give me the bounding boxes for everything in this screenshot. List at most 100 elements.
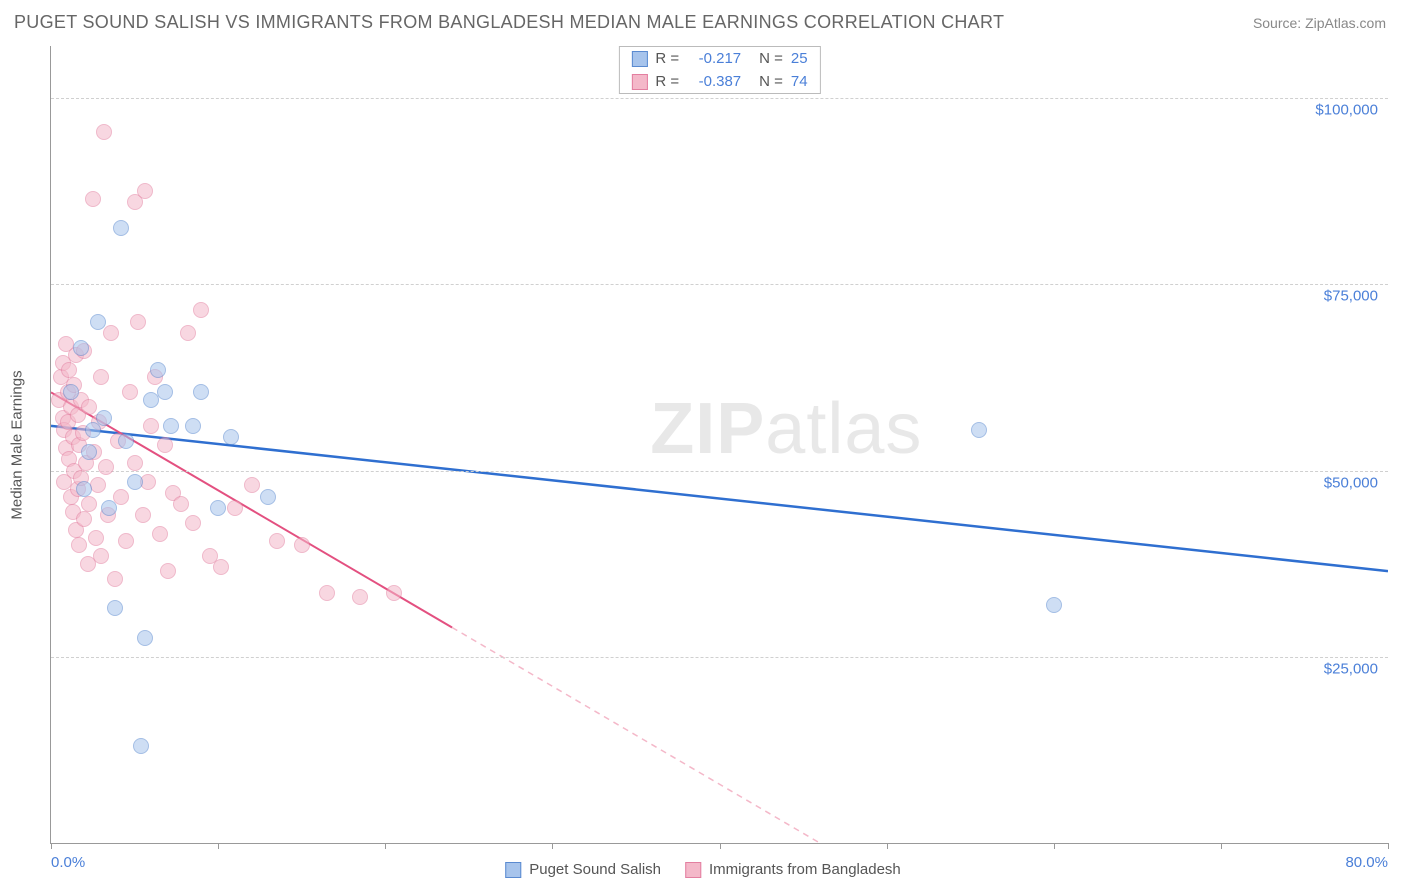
scatter-point [73,340,89,356]
scatter-point [81,496,97,512]
scatter-point [76,481,92,497]
scatter-point [85,191,101,207]
x-tick [1388,843,1389,849]
series-legend: Puget Sound Salish Immigrants from Bangla… [505,861,901,878]
legend-r-value: -0.387 [687,73,741,90]
scatter-point [160,563,176,579]
x-tick [720,843,721,849]
scatter-point [185,515,201,531]
scatter-point [61,362,77,378]
y-tick-label: $50,000 [1324,474,1378,491]
y-tick-label: $75,000 [1324,288,1378,305]
scatter-point [386,585,402,601]
scatter-point [81,444,97,460]
scatter-point [96,124,112,140]
scatter-point [180,325,196,341]
scatter-point [76,511,92,527]
scatter-point [185,418,201,434]
scatter-point [1046,597,1062,613]
x-tick [1221,843,1222,849]
scatter-point [137,630,153,646]
legend-n-value: 74 [791,73,808,90]
gridline [51,98,1388,99]
scatter-point [163,418,179,434]
scatter-point [137,183,153,199]
legend-swatch [631,74,647,90]
scatter-point [352,589,368,605]
x-tick-label-end: 80.0% [1345,854,1388,871]
legend-row: R = -0.217 N = 25 [619,47,819,70]
source-label: Source: ZipAtlas.com [1253,15,1386,31]
scatter-point [260,489,276,505]
scatter-point [88,530,104,546]
scatter-point [98,459,114,475]
scatter-point [118,433,134,449]
x-tick [887,843,888,849]
y-tick-label: $25,000 [1324,660,1378,677]
x-tick [552,843,553,849]
chart-title: PUGET SOUND SALISH VS IMMIGRANTS FROM BA… [14,12,1004,33]
scatter-point [113,220,129,236]
legend-r-label: R = [655,73,679,90]
x-tick [51,843,52,849]
scatter-point [173,496,189,512]
correlation-legend: R = -0.217 N = 25 R = -0.387 N = 74 [618,46,820,94]
scatter-point [127,474,143,490]
legend-n-label: N = [759,50,783,67]
series-legend-item: Immigrants from Bangladesh [685,861,901,878]
chart-plot-area: ZIPatlas Median Male Earnings R =-0.217N… [50,46,1388,844]
scatter-point [90,314,106,330]
scatter-point [122,384,138,400]
x-tick [1054,843,1055,849]
scatter-point [135,507,151,523]
scatter-point [107,571,123,587]
scatter-point [71,537,87,553]
scatter-point [150,362,166,378]
x-tick [385,843,386,849]
watermark-bold: ZIP [650,389,765,469]
scatter-point [130,314,146,330]
legend-r-value: -0.217 [687,50,741,67]
scatter-point [223,429,239,445]
trend-lines [51,46,1388,843]
scatter-point [81,399,97,415]
scatter-point [152,526,168,542]
scatter-point [269,533,285,549]
gridline [51,284,1388,285]
scatter-point [133,738,149,754]
scatter-point [319,585,335,601]
gridline [51,657,1388,658]
scatter-point [101,500,117,516]
series-name: Immigrants from Bangladesh [709,861,901,878]
x-tick [218,843,219,849]
scatter-point [107,600,123,616]
legend-n-label: N = [759,73,783,90]
legend-row: R = -0.387 N = 74 [619,70,819,93]
scatter-point [294,537,310,553]
scatter-point [971,422,987,438]
scatter-point [127,455,143,471]
scatter-point [143,418,159,434]
scatter-point [193,384,209,400]
legend-swatch [505,862,521,878]
scatter-point [210,500,226,516]
scatter-point [63,384,79,400]
watermark: ZIPatlas [650,388,922,470]
scatter-point [157,384,173,400]
scatter-point [93,548,109,564]
y-axis-title: Median Male Earnings [9,370,26,519]
series-name: Puget Sound Salish [529,861,661,878]
scatter-point [93,369,109,385]
gridline [51,471,1388,472]
scatter-point [96,410,112,426]
legend-swatch [685,862,701,878]
scatter-point [157,437,173,453]
y-tick-label: $100,000 [1315,102,1378,119]
scatter-point [118,533,134,549]
legend-r-label: R = [655,50,679,67]
legend-n-value: 25 [791,50,808,67]
scatter-point [103,325,119,341]
scatter-point [213,559,229,575]
scatter-point [193,302,209,318]
watermark-light: atlas [765,389,922,469]
